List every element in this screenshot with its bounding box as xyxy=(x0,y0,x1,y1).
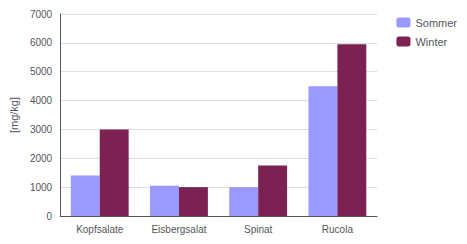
svg-text:Sommer: Sommer xyxy=(415,17,457,29)
svg-text:1000: 1000 xyxy=(30,182,53,193)
svg-text:Winter: Winter xyxy=(415,36,447,48)
svg-text:[mg/kg]: [mg/kg] xyxy=(8,97,20,133)
svg-text:0: 0 xyxy=(47,211,53,222)
svg-text:4000: 4000 xyxy=(30,95,53,106)
svg-text:3000: 3000 xyxy=(30,124,53,135)
svg-text:Spinat: Spinat xyxy=(244,224,273,235)
svg-text:7000: 7000 xyxy=(30,9,53,20)
svg-text:Kopfsalate: Kopfsalate xyxy=(76,224,124,235)
svg-text:6000: 6000 xyxy=(30,37,53,48)
svg-text:2000: 2000 xyxy=(30,153,53,164)
svg-text:Eisbergsalat: Eisbergsalat xyxy=(151,224,206,235)
svg-text:Rucola: Rucola xyxy=(322,224,354,235)
svg-text:5000: 5000 xyxy=(30,66,53,77)
